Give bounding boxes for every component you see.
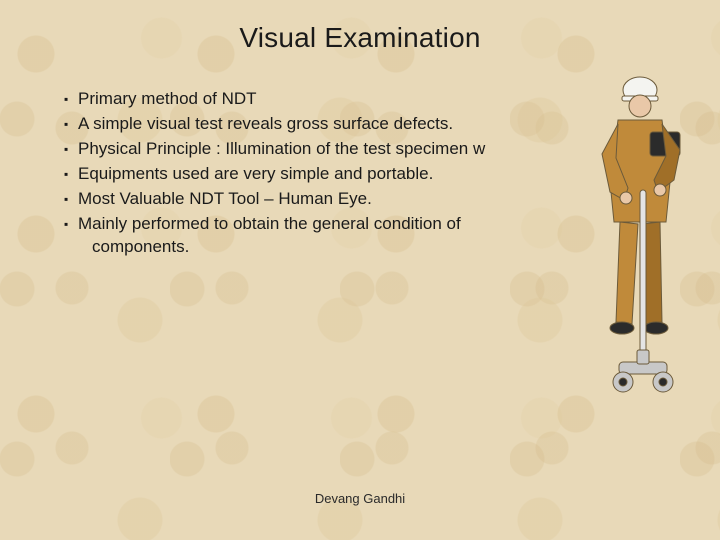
bullet-text: Mainly performed to obtain the general c… — [78, 214, 461, 233]
bullet-text: Primary method of NDT — [78, 89, 257, 108]
worker-illustration — [580, 72, 708, 402]
bullet-text: Physical Principle : Illumination of the… — [78, 139, 485, 158]
bullet-text: Most Valuable NDT Tool – Human Eye. — [78, 189, 372, 208]
slide: Visual Examination Primary method of NDT… — [0, 0, 720, 540]
slide-title: Visual Examination — [40, 22, 680, 54]
footer-author: Devang Gandhi — [0, 491, 720, 506]
bullet-text: A simple visual test reveals gross surfa… — [78, 114, 453, 133]
bullet-text: Equipments used are very simple and port… — [78, 164, 433, 183]
worker-svg — [580, 72, 708, 402]
